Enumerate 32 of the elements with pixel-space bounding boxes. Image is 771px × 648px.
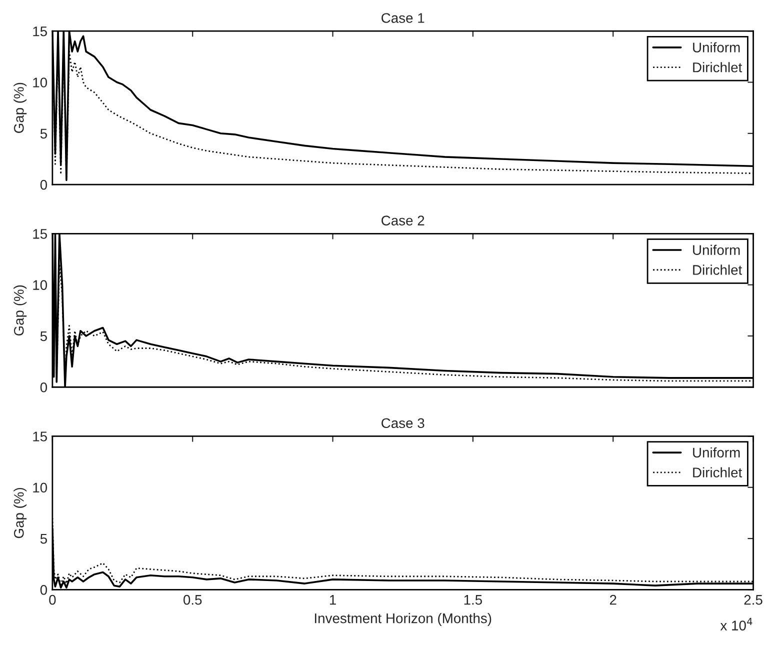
y-tick-label: 5 bbox=[40, 534, 47, 544]
y-tick-label: 15 bbox=[33, 432, 47, 442]
x-axis-title: Investment Horizon (Months) bbox=[314, 613, 492, 626]
y-tick-label: 15 bbox=[33, 26, 47, 36]
x-tick-label: 0 bbox=[49, 594, 56, 605]
y-tick-label: 0 bbox=[40, 585, 48, 595]
y-axis-title: Gap (%) bbox=[14, 285, 27, 336]
legend-label: Dirichlet bbox=[693, 467, 742, 478]
chart-title: Case 2 bbox=[382, 216, 424, 226]
y-axis-title: Gap (%) bbox=[14, 82, 27, 133]
x-tick-label: 1.5 bbox=[464, 595, 482, 605]
y-tick-label: 10 bbox=[33, 482, 48, 493]
legend-label: Uniform bbox=[693, 244, 740, 255]
x-tick-label: 0.5 bbox=[183, 594, 202, 605]
legend-label: Dirichlet bbox=[693, 62, 742, 72]
y-tick-label: 10 bbox=[33, 280, 48, 290]
y-tick-label: 15 bbox=[33, 229, 47, 239]
legend-label: Uniform bbox=[693, 447, 740, 458]
y-tick-label: 5 bbox=[40, 331, 47, 342]
y-tick-label: 10 bbox=[33, 78, 48, 88]
text: x 10$^{4}$ bbox=[720, 618, 752, 630]
legend-label: Dirichlet bbox=[693, 264, 742, 275]
y-tick-label: 0 bbox=[40, 180, 48, 190]
x-tick-label: 2.5 bbox=[744, 594, 762, 605]
y-tick-label: 5 bbox=[40, 128, 47, 139]
legend-label: Uniform bbox=[693, 42, 740, 52]
chart-title: Case 3 bbox=[382, 418, 424, 428]
x-tick-label: 1 bbox=[330, 595, 336, 605]
y-tick-label: 0 bbox=[40, 382, 48, 392]
y-axis-title: Gap (%) bbox=[14, 488, 27, 538]
x-tick-label: 2 bbox=[610, 594, 616, 605]
chart-title: Case 1 bbox=[382, 13, 424, 23]
